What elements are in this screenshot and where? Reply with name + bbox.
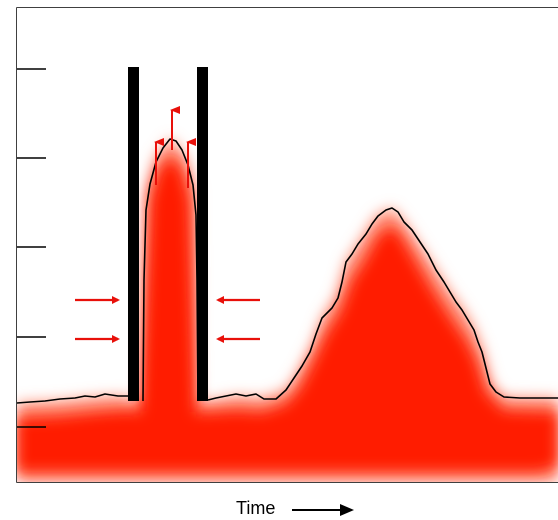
left-wall <box>128 67 139 401</box>
y-axis-ticks <box>17 68 46 428</box>
right-arrow-icon <box>292 504 354 516</box>
compression-arrows <box>75 296 260 343</box>
right-wall <box>197 67 208 401</box>
fluid-fill <box>17 8 558 482</box>
x-axis-label: Time <box>236 498 276 518</box>
upward-arrows <box>154 106 196 188</box>
